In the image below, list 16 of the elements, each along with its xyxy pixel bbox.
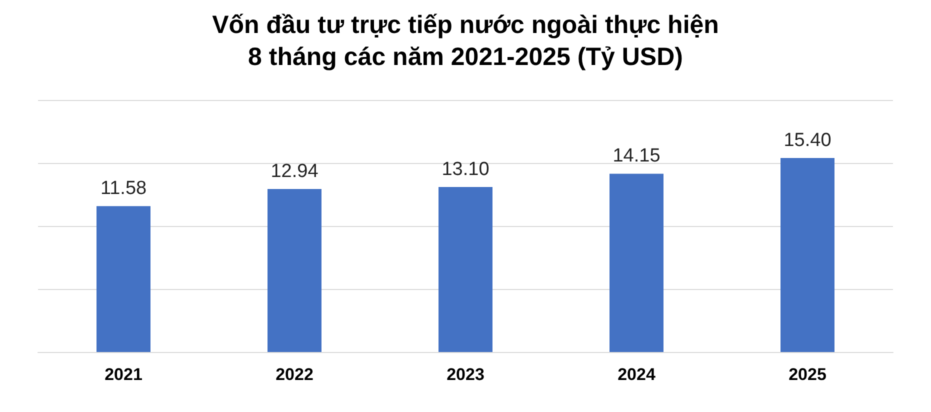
x-tick-label: 2021	[104, 365, 142, 384]
x-tick-label: 2023	[446, 365, 484, 384]
data-label: 11.58	[100, 178, 147, 200]
x-tick-label: 2024	[618, 365, 656, 384]
bar	[780, 158, 834, 352]
bar	[96, 206, 150, 352]
bar	[268, 188, 322, 352]
data-label: 13.10	[442, 158, 490, 180]
bar	[610, 174, 664, 352]
chart-title: Vốn đầu tư trực tiếp nước ngoài thực hiện 8 tháng các năm 2021-2025 (Tỷ USD)	[212, 11, 719, 71]
x-tick-label: 2022	[276, 365, 314, 384]
bar	[438, 186, 492, 352]
x-tick-label: 2025	[788, 365, 826, 384]
data-label: 12.94	[270, 160, 319, 182]
data-label: 15.40	[784, 130, 832, 151]
data-label: 14.15	[612, 146, 660, 167]
